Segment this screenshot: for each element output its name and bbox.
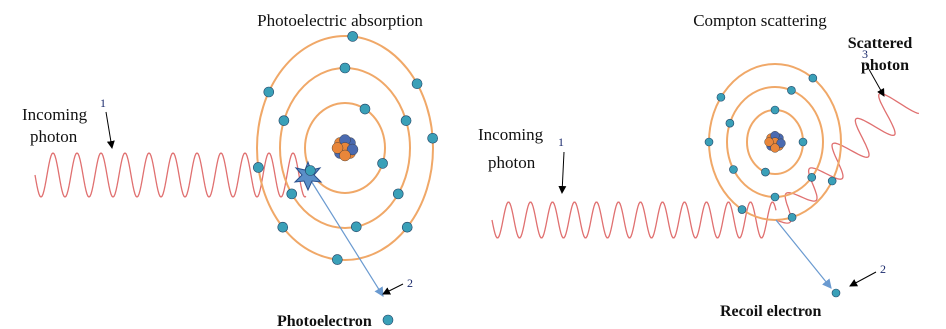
arrow bbox=[383, 284, 403, 294]
arrow bbox=[106, 112, 112, 148]
electron-label: Photoelectron bbox=[277, 313, 372, 329]
arrow bbox=[562, 152, 564, 193]
electron-path bbox=[776, 220, 831, 288]
panel-title: Compton scattering bbox=[693, 11, 827, 30]
photon-wave bbox=[35, 153, 306, 197]
electron bbox=[787, 86, 795, 94]
scattered-label: Scattered bbox=[848, 35, 913, 52]
step-number: 1 bbox=[100, 96, 106, 110]
electron bbox=[428, 133, 438, 143]
nucleon bbox=[771, 144, 780, 153]
electron bbox=[253, 162, 263, 172]
electron bbox=[287, 189, 297, 199]
electron bbox=[401, 116, 411, 126]
electron bbox=[717, 93, 725, 101]
electron-path bbox=[308, 176, 383, 296]
electron bbox=[761, 168, 769, 176]
incoming-label: Incoming bbox=[478, 125, 544, 144]
diagram: Photoelectric absorption Incoming photon… bbox=[0, 0, 946, 329]
incoming-label: photon bbox=[30, 127, 78, 146]
step-number: 1 bbox=[558, 135, 564, 149]
electron bbox=[348, 31, 358, 41]
electron bbox=[771, 106, 779, 114]
electron bbox=[305, 166, 315, 176]
electron bbox=[402, 222, 412, 232]
electron-label: Recoil electron bbox=[720, 303, 822, 320]
electron bbox=[378, 158, 388, 168]
electron bbox=[808, 173, 816, 181]
nucleon bbox=[340, 150, 351, 161]
electron bbox=[738, 206, 746, 214]
electron bbox=[393, 189, 403, 199]
electron bbox=[726, 119, 734, 127]
electron bbox=[799, 138, 807, 146]
scattered-label: photon bbox=[861, 57, 909, 74]
panel-title: Photoelectric absorption bbox=[257, 11, 423, 30]
electron bbox=[412, 79, 422, 89]
electron bbox=[729, 166, 737, 174]
electron bbox=[340, 63, 350, 73]
step-number: 2 bbox=[880, 262, 886, 276]
step-number: 2 bbox=[407, 276, 413, 290]
electron bbox=[360, 104, 370, 114]
electron bbox=[279, 116, 289, 126]
arrow bbox=[850, 272, 876, 286]
step-number: 3 bbox=[862, 47, 868, 61]
electron bbox=[351, 222, 361, 232]
electron bbox=[383, 315, 393, 325]
electron bbox=[809, 74, 817, 82]
electron bbox=[828, 177, 836, 185]
electron bbox=[771, 193, 779, 201]
electron bbox=[705, 138, 713, 146]
incoming-label: photon bbox=[488, 153, 536, 172]
electron bbox=[832, 289, 840, 297]
incoming-label: Incoming bbox=[22, 105, 88, 124]
photon-wave bbox=[776, 94, 919, 224]
electron bbox=[332, 255, 342, 265]
electron bbox=[264, 87, 274, 97]
photon-wave bbox=[492, 202, 776, 238]
electron bbox=[788, 213, 796, 221]
electron bbox=[278, 222, 288, 232]
